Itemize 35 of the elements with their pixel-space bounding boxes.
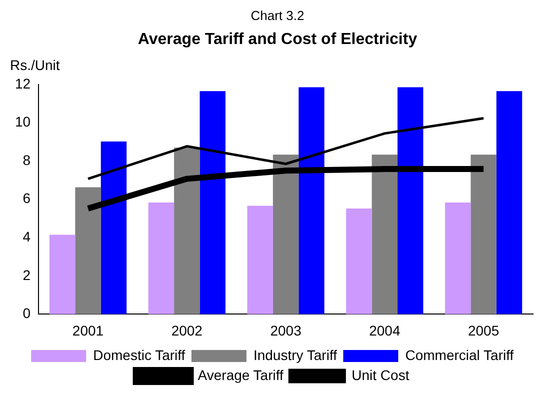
bar [49, 234, 76, 314]
bar [148, 202, 174, 314]
bar [75, 187, 101, 314]
bar [174, 148, 200, 314]
x-tick-label: 2003 [270, 322, 302, 338]
bar [444, 202, 471, 314]
y-tick-label: 0 [22, 305, 31, 322]
y-tick-label: 2 [22, 266, 31, 283]
legend-label: Domestic Tariff [93, 346, 186, 363]
y-axis-title: Rs./Unit [10, 57, 61, 73]
x-tick-label: 2005 [468, 322, 500, 338]
y-tick-label: 12 [14, 75, 31, 92]
bar [298, 87, 324, 314]
bar [372, 154, 398, 314]
chart-subtitle: Chart 3.2 [250, 8, 306, 23]
y-tick-label: 8 [22, 152, 31, 168]
legend-label: Industry Tariff [253, 346, 338, 363]
x-tick-label: 2001 [72, 322, 104, 338]
x-tick-label: 2004 [369, 322, 400, 338]
legend-label: Commercial Tariff [405, 346, 514, 363]
legend-label: Unit Cost [352, 366, 410, 383]
y-tick-label: 4 [22, 228, 31, 244]
y-tick-label: 6 [22, 190, 31, 206]
bar [247, 206, 273, 314]
chart-title: Average Tariff and Cost of Electricity [136, 31, 418, 49]
bar [470, 154, 496, 314]
legend-label: Average Tariff [198, 366, 284, 383]
bar [346, 208, 372, 314]
bar [200, 91, 226, 314]
y-tick-label: 10 [14, 114, 31, 130]
bar [398, 87, 424, 314]
x-tick-label: 2002 [171, 322, 203, 338]
bar [100, 141, 127, 314]
bar [272, 154, 299, 314]
bar [496, 91, 522, 314]
